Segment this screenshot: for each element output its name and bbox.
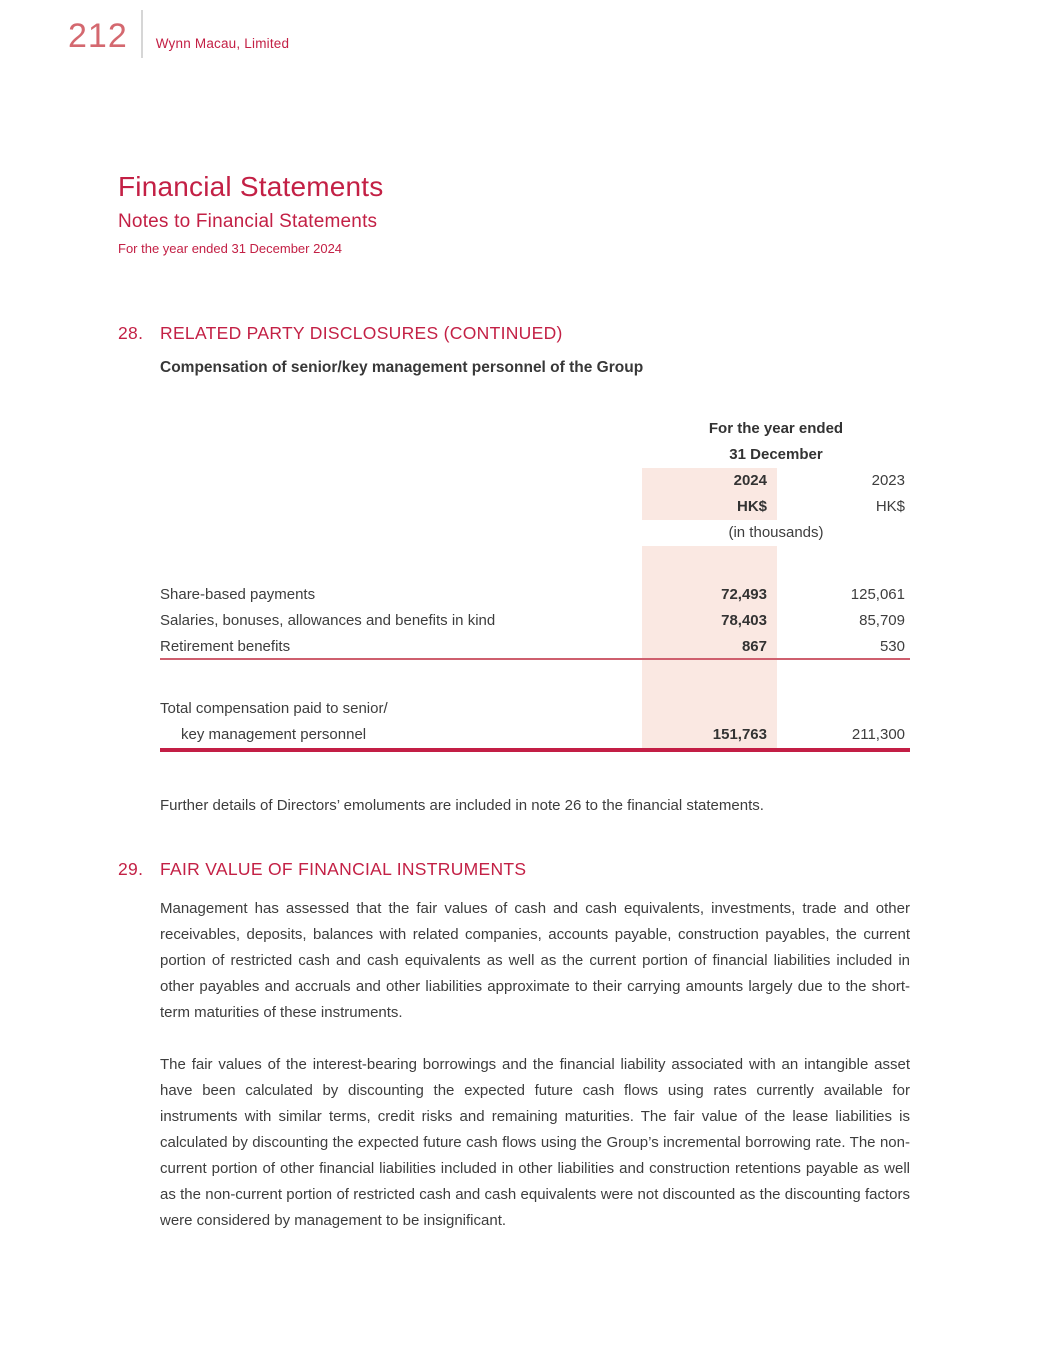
table-header-row-2: 31 December (160, 442, 910, 468)
row-value-2023: 530 (879, 638, 905, 655)
table-currency-row: HK$ HK$ (160, 494, 910, 520)
row-value-2023: 85,709 (859, 612, 905, 629)
fair-value-paragraph-2: The fair values of the interest-bearing … (160, 1056, 910, 1229)
table-total-row-line2: key management personnel 151,763 211,300 (160, 722, 910, 748)
total-value-2023: 211,300 (851, 726, 905, 743)
table-total-row-line1: Total compensation paid to senior/ (160, 696, 910, 722)
year-2023-header: 2023 (871, 472, 905, 489)
document-period: For the year ended 31 December 2024 (118, 241, 343, 256)
unit-note: (in thousands) (728, 524, 824, 541)
section-28-title-suffix: (CONTINUED) (443, 323, 563, 343)
table-year-row: 2024 2023 (160, 468, 910, 494)
section-28-title: RELATED PARTY DISCLOSURES (CONTINUED) (160, 323, 563, 344)
table-unit-row: (in thousands) (160, 520, 910, 546)
section-28: 28. RELATED PARTY DISCLOSURES (CONTINUED… (118, 323, 910, 819)
table-period-header-line2: 31 December (729, 446, 823, 463)
section-28-title-text: RELATED PARTY DISCLOSURES (160, 323, 444, 343)
row-label: Salaries, bonuses, allowances and benefi… (160, 612, 496, 629)
table-row: Retirement benefits 867 530 (160, 634, 910, 660)
company-name: Wynn Macau, Limited (155, 36, 290, 51)
section-29-number: 29. (118, 859, 144, 879)
year-2024-header: 2024 (642, 468, 777, 494)
fair-value-paragraph-1: Management has assessed that the fair va… (160, 900, 910, 1021)
table-period-header-line1: For the year ended (708, 420, 844, 437)
document-title: Financial Statements (118, 171, 384, 202)
section-29-body: Management has assessed that the fair va… (160, 896, 910, 1234)
compensation-table: For the year ended 31 December 2024 2023… (160, 416, 910, 752)
section-29-heading: 29. FAIR VALUE OF FINANCIAL INSTRUMENTS (118, 859, 910, 880)
row-value-2024: 72,493 (642, 582, 777, 608)
row-value-2024: 867 (642, 634, 777, 658)
section-29: 29. FAIR VALUE OF FINANCIAL INSTRUMENTS … (118, 859, 910, 1234)
row-label: Share-based payments (160, 586, 316, 603)
section-28-number: 28. (118, 323, 144, 343)
directors-emoluments-note: Further details of Directors’ emoluments… (160, 797, 764, 814)
table-row: Salaries, bonuses, allowances and benefi… (160, 608, 910, 634)
table-spacer-row (160, 546, 910, 582)
total-label-line1: Total compensation paid to senior/ (160, 700, 388, 717)
row-value-2023: 125,061 (850, 586, 905, 603)
section-28-heading: 28. RELATED PARTY DISCLOSURES (CONTINUED… (118, 323, 910, 344)
page-number: 212 (68, 17, 128, 55)
row-label: Retirement benefits (160, 638, 291, 655)
table-spacer-row (160, 660, 910, 696)
header-divider (140, 10, 143, 58)
running-header: 212 Wynn Macau, Limited (0, 0, 1055, 58)
compensation-subheading: Compensation of senior/key management pe… (160, 359, 644, 376)
row-value-2024: 78,403 (642, 608, 777, 634)
total-label-line2: key management personnel (181, 726, 367, 743)
table-row: Share-based payments 72,493 125,061 (160, 582, 910, 608)
section-29-title: FAIR VALUE OF FINANCIAL INSTRUMENTS (160, 859, 527, 879)
table-header-row-1: For the year ended (160, 416, 910, 442)
title-block: Financial Statements Notes to Financial … (118, 171, 1055, 256)
document-subtitle: Notes to Financial Statements (118, 211, 378, 232)
total-value-2024: 151,763 (642, 722, 777, 748)
section-28-body: Compensation of senior/key management pe… (160, 359, 910, 819)
currency-2024-header: HK$ (642, 494, 777, 520)
currency-2023-header: HK$ (875, 498, 905, 515)
